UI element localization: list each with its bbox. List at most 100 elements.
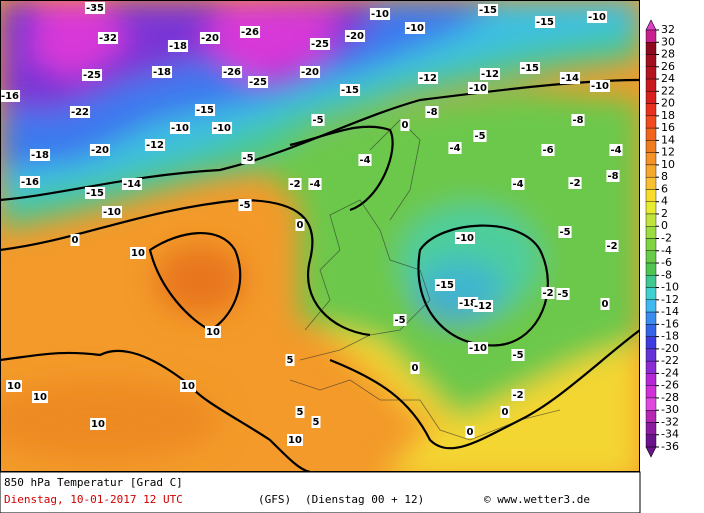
- colorbar-label: 26: [661, 60, 675, 73]
- contour-label-box: [199, 32, 221, 44]
- colorbar-label: -10: [661, 281, 679, 294]
- colorbar-label: -22: [661, 354, 679, 367]
- contour-label-box: [90, 418, 106, 430]
- contour-label-box: [70, 234, 80, 246]
- contour-label: -12: [474, 301, 492, 312]
- contour-label-box: [586, 11, 608, 23]
- colorbar-swatch: [645, 78, 657, 92]
- contour-label-box: [101, 206, 123, 218]
- contour-label-box: [97, 32, 119, 44]
- contour-label: -4: [610, 145, 621, 156]
- contour-label-box: [288, 178, 302, 190]
- contour-label-box: [238, 199, 252, 211]
- colorbar-label: -28: [661, 391, 679, 404]
- contour-label: -32: [99, 33, 117, 44]
- contour-label: -18: [153, 67, 171, 78]
- contour-label-box: [205, 326, 221, 338]
- contour-label: -4: [309, 179, 320, 190]
- contour-label-box: [311, 416, 321, 428]
- contour-label: -5: [239, 200, 250, 211]
- colorbar-cap: [645, 19, 657, 31]
- contour-label: -8: [607, 171, 618, 182]
- contour-label-box: [369, 8, 391, 20]
- contour-label-box: [221, 66, 243, 78]
- contour-label-box: [568, 177, 582, 189]
- contour-label-box: [299, 66, 321, 78]
- contour-label: -10: [469, 343, 487, 354]
- contour-label: -5: [474, 131, 485, 142]
- colorbar-swatch: [645, 140, 657, 153]
- contour-label: -2: [606, 241, 617, 252]
- contour-label-box: [89, 144, 111, 156]
- contour-label: -2: [542, 288, 553, 299]
- coastline: [289, 379, 561, 441]
- coastline: [369, 119, 421, 221]
- contour-label: 10: [288, 435, 302, 446]
- contour-label-box: [29, 149, 51, 161]
- contour-label-box: [500, 406, 510, 418]
- coastline: [299, 199, 431, 361]
- colorbar-swatch: [645, 42, 657, 55]
- contour-label-box: [180, 380, 196, 392]
- contour-label: 0: [297, 220, 304, 231]
- contour-label: -10: [213, 123, 231, 134]
- contour-label-box: [121, 178, 143, 190]
- contour-label: 0: [467, 427, 474, 438]
- contour-label-box: [295, 219, 305, 231]
- colorbar-swatch: [645, 54, 657, 67]
- contour-label-box: [479, 68, 501, 80]
- contour-label: -18: [169, 41, 187, 52]
- colorbar-label: 14: [661, 133, 675, 146]
- contour-label-box: [194, 104, 216, 116]
- contour-label: -10: [588, 12, 606, 23]
- contour-label: -16: [21, 177, 39, 188]
- contour-label: -14: [561, 73, 579, 84]
- contour-label-box: [81, 69, 103, 81]
- contour-label: -26: [241, 27, 259, 38]
- contour-label-box: [211, 122, 233, 134]
- colorbar: 32302826242220181614121086420-2-4-6-8-10…: [645, 19, 679, 458]
- contour-label: -10: [171, 123, 189, 134]
- contour-label: -20: [201, 33, 219, 44]
- contour-label-box: [454, 232, 476, 244]
- contour-label-box: [511, 389, 525, 401]
- product-label: 850 hPa Temperatur [Grad C]: [4, 476, 183, 489]
- contour-label: -5: [559, 227, 570, 238]
- contour-label: -25: [83, 70, 101, 81]
- colorbar-swatch: [645, 434, 657, 448]
- colorbar-swatch: [645, 299, 657, 313]
- warm-south: [0, 380, 220, 460]
- contour-label: 0: [502, 407, 509, 418]
- contour-label-box: [241, 152, 255, 164]
- contour-label: 0: [412, 363, 419, 374]
- colorbar-label: 20: [661, 97, 675, 110]
- colorbar-label: -12: [661, 293, 679, 306]
- colorbar-label: 6: [661, 182, 668, 195]
- contour-label-box: [344, 30, 366, 42]
- contour-label: 10: [7, 381, 21, 392]
- colorbar-label: -36: [661, 440, 679, 453]
- colorbar-swatch: [645, 115, 657, 129]
- colorbar-label: 28: [661, 48, 675, 61]
- colorbar-swatch: [645, 324, 657, 337]
- contour-label: -2: [289, 179, 300, 190]
- contour-label-box: [467, 82, 489, 94]
- contour-label: -18: [459, 298, 477, 309]
- colorbar-swatch: [645, 422, 657, 435]
- contour-label: -25: [311, 39, 329, 50]
- contour-label-box: [465, 426, 475, 438]
- contour-label: -15: [86, 188, 104, 199]
- colorbar-swatch: [645, 397, 657, 411]
- contour-label: -4: [359, 155, 370, 166]
- contour-label: -14: [123, 179, 141, 190]
- contour-label: 10: [206, 327, 220, 338]
- colorbar-label: -4: [661, 244, 672, 257]
- contour-label: -20: [301, 67, 319, 78]
- colorbar-label: 22: [661, 84, 675, 97]
- contour-label-box: [295, 406, 305, 418]
- contour-label-box: [541, 144, 555, 156]
- contour-label-box: [400, 119, 410, 131]
- contour-label: -15: [196, 105, 214, 116]
- colorbar-label: -8: [661, 268, 672, 281]
- colorbar-label: -30: [661, 403, 679, 416]
